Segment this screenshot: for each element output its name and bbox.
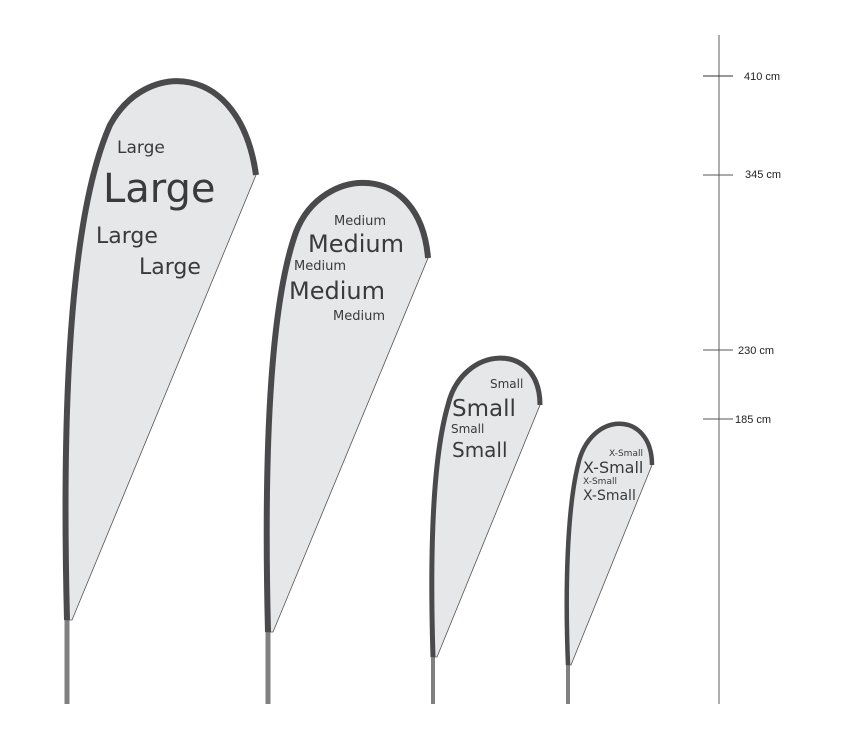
flag-label: Small bbox=[452, 438, 508, 462]
flag-label: Medium bbox=[294, 259, 346, 274]
flag-label: Small bbox=[490, 377, 523, 391]
flag-label: Large bbox=[139, 255, 201, 280]
flag-small: Small Small Small Small bbox=[429, 355, 543, 704]
scale-tick-label: 410 cm bbox=[744, 71, 780, 83]
flag-label: Medium bbox=[308, 230, 404, 258]
flag-frame bbox=[564, 421, 655, 666]
flag-frame bbox=[263, 179, 431, 633]
flag-label: X-Small bbox=[583, 488, 636, 504]
scale-tick-label: 345 cm bbox=[745, 169, 781, 181]
flag-label: Medium bbox=[289, 277, 385, 305]
flag-label: Large bbox=[96, 224, 158, 249]
flag-large: Large Large Large Large bbox=[62, 78, 259, 704]
flag-label: X-Small bbox=[583, 458, 643, 477]
flag-label: Large bbox=[117, 138, 165, 158]
height-scale: 410 cm 345 cm 230 cm 185 cm bbox=[703, 35, 781, 704]
scale-tick-label: 185 cm bbox=[735, 414, 771, 426]
flag-label: Small bbox=[451, 422, 484, 436]
flag-label: X-Small bbox=[609, 449, 643, 459]
flag-frame bbox=[62, 78, 259, 621]
flag-label: Medium bbox=[334, 214, 386, 229]
scale-tick-label: 230 cm bbox=[738, 345, 774, 357]
flag-x-small: X-Small X-Small X-Small X-Small bbox=[564, 421, 655, 704]
flag-label: Medium bbox=[333, 309, 385, 324]
flag-medium: Medium Medium Medium Medium Medium bbox=[263, 179, 431, 704]
flag-label: Large bbox=[103, 166, 216, 212]
flag-label: X-Small bbox=[583, 477, 617, 487]
flag-label: Small bbox=[452, 396, 516, 422]
flag-frame bbox=[429, 355, 543, 658]
